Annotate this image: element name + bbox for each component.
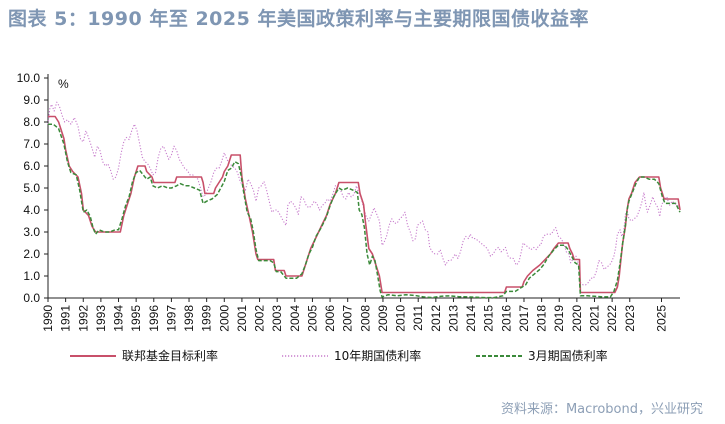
series-line-3 [48, 123, 681, 299]
x-tick-label: 2010 [394, 305, 408, 332]
y-tick-label: 3.0 [23, 225, 40, 239]
x-tick-label: 1993 [94, 305, 108, 332]
x-tick-label: 2005 [305, 305, 319, 332]
y-tick-label: 8.0 [23, 115, 40, 129]
x-tick-label: 1991 [59, 305, 73, 332]
x-tick-label: 2013 [446, 305, 460, 332]
x-tick-label: 2015 [482, 305, 496, 332]
legend: 联邦基金目标利率 10年期国债利率 3月期国债利率 [70, 348, 608, 363]
x-tick-label: 2009 [376, 305, 390, 332]
x-tick-label: 2011 [411, 305, 425, 331]
legend-label-3: 3月期国债利率 [528, 348, 608, 363]
source-note: 资料来源：Macrobond，兴业研究 [500, 402, 703, 417]
series-layer [47, 101, 681, 299]
y-axis-unit: % [58, 77, 69, 91]
series-line-2 [47, 101, 681, 286]
y-axis: 0.0 1.0 2.0 3.0 4.0 5.0 6.0 7.0 8.0 9.0 10.0 [17, 71, 49, 305]
x-tick-label: 2021 [587, 305, 601, 332]
x-tick-label: 2018 [535, 305, 549, 332]
x-tick-label: 1997 [164, 305, 178, 332]
legend-label-2: 10年期国债利率 [334, 348, 421, 363]
x-tick-label: 2017 [517, 305, 531, 332]
y-tick-label: 2.0 [23, 247, 40, 261]
x-tick-label: 2012 [429, 305, 443, 332]
x-tick-label: 2002 [253, 305, 267, 332]
y-tick-label: 9.0 [23, 93, 40, 107]
x-axis: 1990 1991 1992 1993 1994 1995 1996 1997 1998 1999… [41, 297, 680, 332]
x-tick-label: 1999 [200, 305, 214, 332]
y-tick-label: 6.0 [23, 159, 40, 173]
x-tick-label: 2016 [499, 305, 513, 332]
y-tick-label: 5.0 [23, 181, 40, 195]
x-tick-label: 2003 [270, 305, 284, 332]
x-tick-label: 2000 [217, 305, 231, 332]
series-line-1 [48, 115, 681, 294]
x-tick-label: 2014 [464, 305, 478, 332]
y-tick-label: 1.0 [23, 269, 40, 283]
x-tick-label: 2007 [341, 305, 355, 332]
x-tick-label: 2006 [323, 305, 337, 332]
x-tick-label: 2008 [358, 305, 372, 332]
x-tick-label: 1996 [147, 305, 161, 332]
x-tick-label: 2019 [552, 305, 566, 332]
y-tick-label: 4.0 [23, 203, 40, 217]
x-tick-label: 1995 [129, 305, 143, 332]
x-tick-label: 2022 [605, 305, 619, 332]
figure-title: 图表 5：1990 年至 2025 年美国政策利率与主要期限国债收益率 [8, 8, 589, 30]
x-tick-label: 2023 [623, 305, 637, 332]
x-tick-label: 1992 [76, 305, 90, 332]
legend-label-1: 联邦基金目标利率 [122, 348, 218, 363]
x-tick-label: 1994 [112, 305, 126, 332]
x-tick-label: 1998 [182, 305, 196, 332]
x-tick-label: 1990 [41, 305, 55, 332]
x-tick-label: 2025 [654, 305, 668, 332]
y-tick-label: 10.0 [17, 71, 41, 85]
y-tick-label: 0.0 [23, 291, 40, 305]
y-tick-label: 7.0 [23, 137, 40, 151]
x-tick-label: 2020 [570, 305, 584, 332]
x-tick-label: 2001 [235, 305, 249, 332]
x-tick-label: 2004 [288, 305, 302, 332]
